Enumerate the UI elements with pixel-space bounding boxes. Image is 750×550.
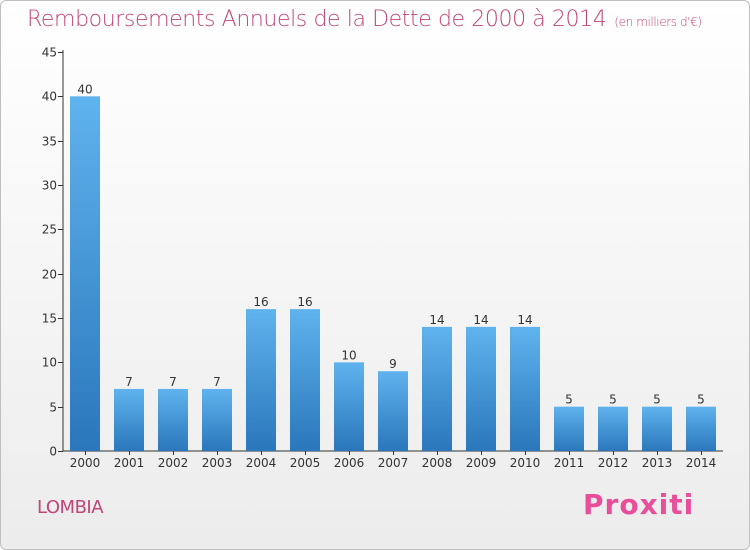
data-label: 5: [565, 393, 573, 407]
data-label: 14: [517, 313, 532, 327]
y-tick-label: 45: [42, 46, 57, 60]
data-label: 7: [213, 375, 221, 389]
bar: [466, 326, 496, 451]
x-tick-label: 2013: [642, 456, 673, 470]
data-label: 16: [297, 295, 312, 309]
y-tick-label: 30: [42, 179, 57, 193]
x-tick-label: 2014: [686, 456, 717, 470]
bar: [202, 388, 232, 451]
bar: [290, 309, 320, 451]
x-tick-label: 2009: [466, 456, 497, 470]
x-tick-label: 2012: [598, 456, 629, 470]
bar: [554, 406, 584, 451]
x-tick-label: 2008: [422, 456, 453, 470]
y-tick-label: 40: [42, 90, 57, 104]
data-label: 10: [341, 348, 356, 362]
y-tick-label: 20: [42, 268, 57, 282]
bar: [334, 362, 364, 451]
bar: [378, 371, 408, 451]
x-tick-label: 2004: [246, 456, 277, 470]
bar: [114, 388, 144, 451]
x-tick-label: 2006: [334, 456, 365, 470]
x-tick-label: 2001: [114, 456, 145, 470]
x-tick-label: 2007: [378, 456, 409, 470]
bar: [246, 309, 276, 451]
data-label: 5: [653, 393, 661, 407]
x-tick-label: 2002: [158, 456, 189, 470]
data-label: 7: [169, 375, 177, 389]
x-tick-label: 2000: [70, 456, 101, 470]
data-label: 7: [125, 375, 133, 389]
logo-text: Proxiti: [583, 488, 695, 521]
chart-title: Remboursements Annuels de la Dette de 20…: [27, 7, 702, 32]
data-label: 5: [609, 393, 617, 407]
unit-label: (en milliers d'€): [614, 15, 702, 29]
data-label: 9: [389, 357, 397, 371]
bar: [598, 406, 628, 451]
bar: [510, 326, 540, 451]
y-tick-label: 10: [42, 356, 57, 370]
x-tick-label: 2005: [290, 456, 321, 470]
bar: [642, 406, 672, 451]
bar: [422, 326, 452, 451]
y-tick-label: 5: [49, 401, 57, 415]
x-tick-label: 2011: [554, 456, 585, 470]
x-tick-label: 2003: [202, 456, 233, 470]
proxiti-logo: Proxiti: [583, 488, 694, 521]
x-tick-label: 2010: [510, 456, 541, 470]
place-name: LOMBIA: [37, 497, 104, 518]
data-label: 40: [77, 82, 92, 96]
bar: [686, 406, 716, 451]
chart-title-text: Remboursements Annuels de la Dette de 20…: [27, 7, 607, 32]
data-label: 14: [429, 313, 444, 327]
bar: [158, 388, 188, 451]
bar: [70, 96, 100, 451]
y-tick-label: 25: [42, 223, 57, 237]
y-tick-label: 15: [42, 312, 57, 326]
y-tick-label: 0: [49, 445, 57, 459]
data-label: 16: [253, 295, 268, 309]
y-tick-label: 35: [42, 135, 57, 149]
data-label: 14: [473, 313, 488, 327]
data-label: 5: [697, 393, 705, 407]
